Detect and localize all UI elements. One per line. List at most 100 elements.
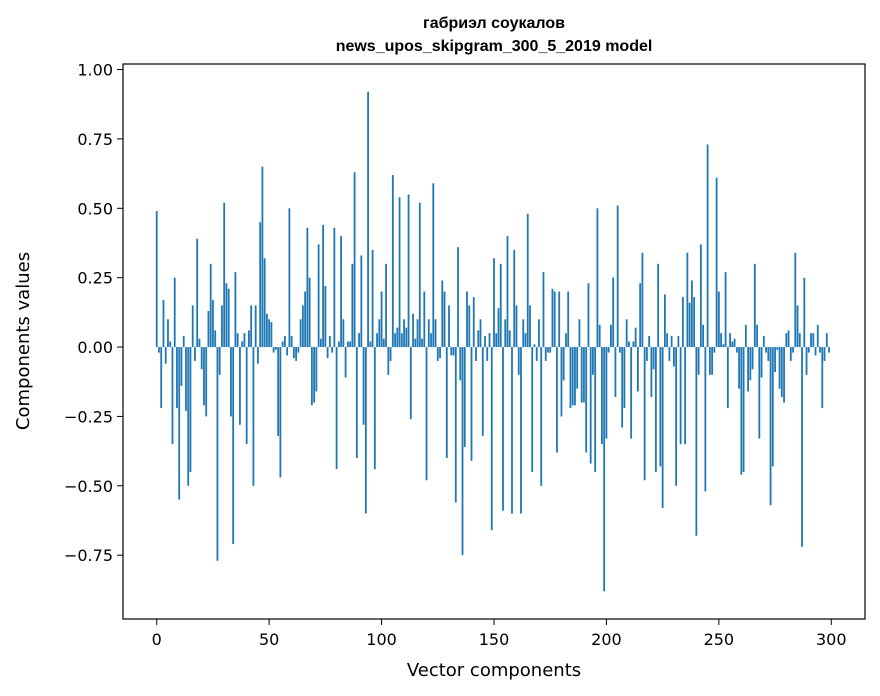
bar-7 bbox=[171, 347, 174, 445]
bar-278 bbox=[780, 347, 783, 397]
y-tick-label-4: 0.25 bbox=[77, 269, 113, 288]
bar-246 bbox=[708, 347, 711, 375]
y-tick-label-5: 0.50 bbox=[77, 199, 113, 218]
bar-172 bbox=[542, 272, 545, 348]
bar-157 bbox=[508, 330, 511, 348]
bar-76 bbox=[326, 347, 329, 359]
bar-0 bbox=[155, 211, 158, 348]
bar-110 bbox=[403, 319, 405, 348]
bar-107 bbox=[396, 327, 399, 348]
bar-74 bbox=[322, 224, 325, 348]
bar-95 bbox=[369, 341, 372, 348]
bar-263 bbox=[747, 347, 749, 392]
chart-title-line-2: news_upos_skipgram_300_5_2019 model bbox=[336, 38, 653, 55]
bar-272 bbox=[767, 347, 770, 361]
bar-146 bbox=[484, 335, 486, 348]
bar-111 bbox=[405, 327, 408, 348]
bar-100 bbox=[380, 291, 383, 348]
bar-114 bbox=[412, 313, 414, 348]
bar-94 bbox=[367, 91, 369, 348]
bar-256 bbox=[731, 341, 734, 348]
bar-75 bbox=[324, 286, 327, 348]
bar-60 bbox=[290, 335, 293, 348]
bar-168 bbox=[533, 344, 536, 348]
bar-31 bbox=[225, 283, 228, 348]
bar-26 bbox=[214, 330, 217, 348]
bar-51 bbox=[270, 322, 273, 348]
y-tick-label-3: 0.00 bbox=[77, 338, 113, 357]
bar-139 bbox=[468, 305, 471, 348]
x-tick-label-50: 50 bbox=[259, 630, 279, 649]
bar-12 bbox=[182, 335, 185, 348]
bar-216 bbox=[641, 252, 644, 348]
bar-218 bbox=[646, 347, 648, 361]
bar-259 bbox=[738, 347, 740, 389]
bar-290 bbox=[807, 347, 810, 353]
bar-200 bbox=[605, 347, 608, 439]
bar-236 bbox=[686, 252, 689, 348]
bar-194 bbox=[592, 347, 594, 375]
x-tick-label-300: 300 bbox=[816, 630, 847, 649]
bar-84 bbox=[344, 347, 347, 378]
bar-108 bbox=[398, 197, 401, 348]
bar-3 bbox=[162, 299, 165, 348]
bar-35 bbox=[234, 272, 237, 348]
bar-57 bbox=[283, 335, 286, 348]
bar-280 bbox=[785, 333, 788, 348]
bar-161 bbox=[517, 347, 520, 375]
y-axis-label: Components values bbox=[13, 252, 34, 430]
bar-282 bbox=[789, 347, 792, 361]
bar-235 bbox=[684, 347, 687, 445]
bar-224 bbox=[659, 347, 662, 467]
bar-117 bbox=[418, 202, 421, 348]
bar-211 bbox=[630, 347, 633, 439]
bar-254 bbox=[726, 347, 729, 409]
bar-189 bbox=[580, 347, 583, 403]
bar-25 bbox=[212, 299, 214, 348]
bar-170 bbox=[538, 319, 540, 348]
y-axis-ticks: −0.75 −0.50 −0.25 0.00 0.25 0.50 0.75 1.00 bbox=[64, 61, 123, 565]
bar-223 bbox=[657, 263, 660, 348]
bar-73 bbox=[319, 338, 322, 348]
bar-6 bbox=[169, 341, 172, 348]
bar-141 bbox=[472, 297, 475, 348]
bar-44 bbox=[254, 305, 257, 348]
bar-202 bbox=[610, 324, 612, 348]
bar-45 bbox=[257, 347, 259, 364]
bar-28 bbox=[218, 347, 221, 375]
bar-243 bbox=[702, 324, 705, 348]
bar-34 bbox=[232, 347, 235, 545]
bar-42 bbox=[250, 305, 253, 348]
bar-36 bbox=[236, 333, 239, 348]
y-tick-label-0: −0.75 bbox=[64, 546, 113, 565]
bar-257 bbox=[733, 338, 736, 348]
bar-52 bbox=[272, 347, 275, 353]
bar-68 bbox=[308, 277, 311, 348]
bar-147 bbox=[486, 347, 489, 361]
bar-238 bbox=[690, 280, 693, 348]
bar-284 bbox=[794, 252, 797, 348]
bar-158 bbox=[511, 347, 513, 514]
bar-27 bbox=[216, 347, 219, 561]
bar-251 bbox=[720, 333, 722, 348]
bar-221 bbox=[652, 347, 655, 370]
bar-178 bbox=[556, 347, 558, 453]
bar-210 bbox=[628, 341, 630, 348]
bar-277 bbox=[778, 347, 781, 389]
bar-261 bbox=[742, 347, 745, 472]
x-tick-label-150: 150 bbox=[479, 630, 510, 649]
bar-116 bbox=[416, 319, 419, 348]
bar-82 bbox=[340, 236, 342, 348]
bar-145 bbox=[481, 347, 484, 436]
bar-177 bbox=[553, 291, 556, 348]
bar-234 bbox=[681, 297, 684, 348]
x-axis-label: Vector components bbox=[407, 660, 581, 681]
bar-222 bbox=[654, 347, 657, 472]
bar-205 bbox=[616, 205, 619, 348]
bar-245 bbox=[706, 144, 709, 348]
bar-159 bbox=[513, 249, 516, 348]
bar-49 bbox=[266, 313, 268, 348]
bar-156 bbox=[506, 236, 509, 348]
bar-11 bbox=[180, 347, 183, 386]
bar-180 bbox=[560, 347, 563, 417]
